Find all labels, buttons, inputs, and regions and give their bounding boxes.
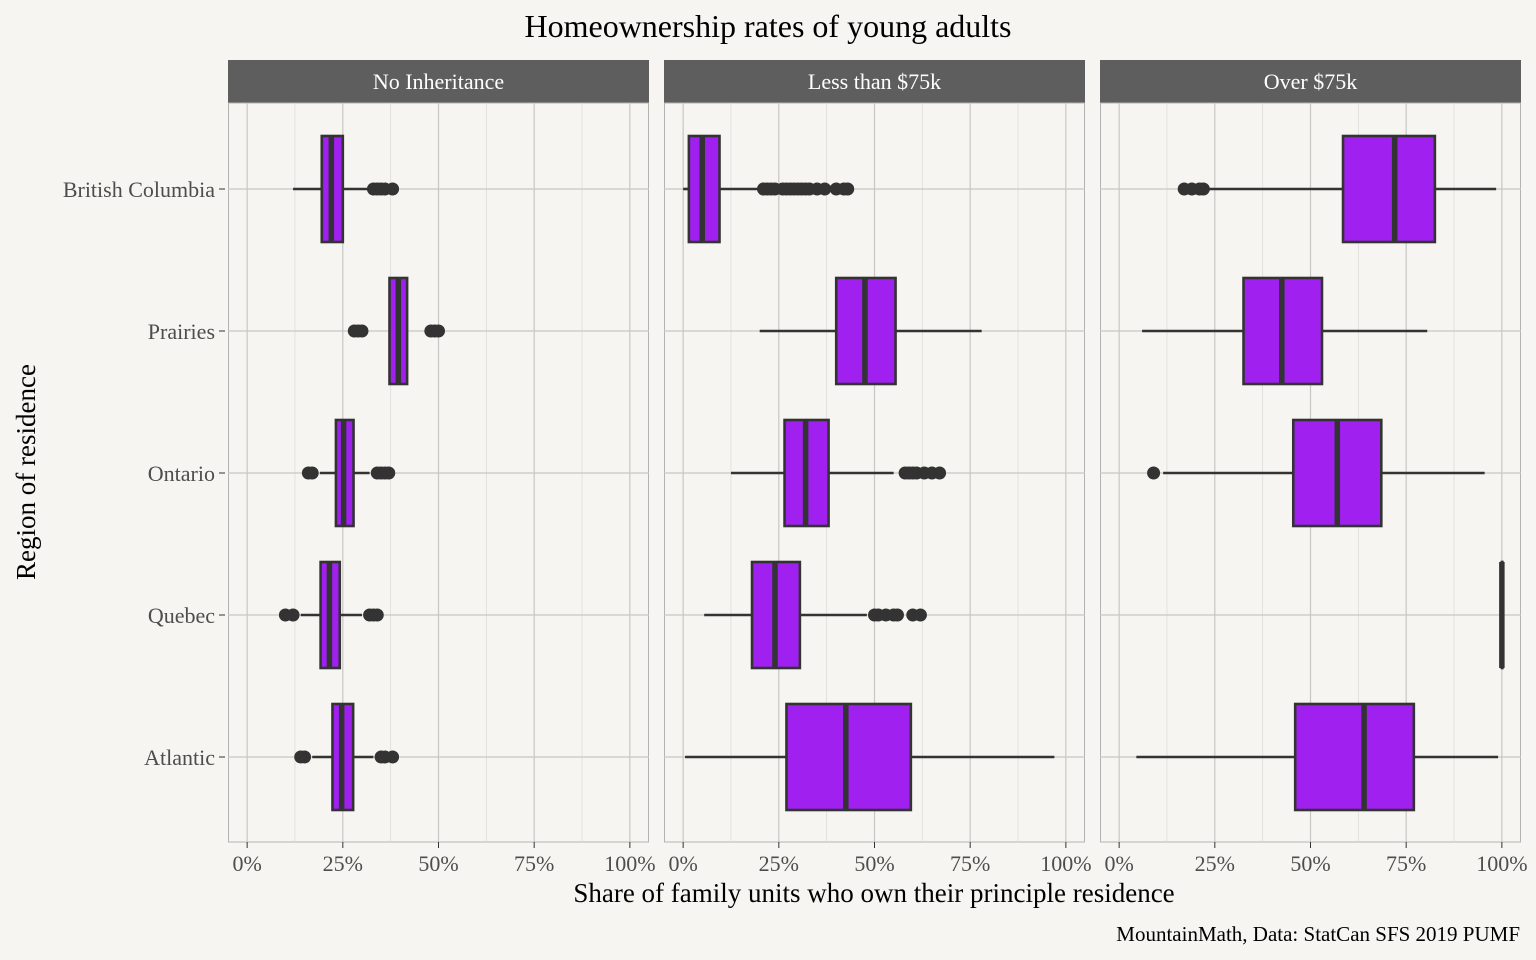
outlier-point [305, 466, 319, 480]
x-tick-label: 50% [418, 851, 458, 876]
outlier-point [286, 608, 300, 622]
outlier-point [432, 324, 445, 338]
y-tick-label: Ontario [148, 461, 215, 486]
box-atlantic [294, 702, 400, 812]
box-atlantic [685, 702, 1055, 812]
x-axis-label: Share of family units who own their prin… [573, 878, 1174, 908]
box-quebec [704, 560, 927, 670]
box-ontario [1147, 418, 1485, 528]
box-british-columbia [1177, 134, 1497, 244]
x-tick-label: 25% [323, 851, 363, 876]
y-tick-labels: British Columbia Prairies Ontario Quebec Atl… [63, 177, 225, 770]
chart-caption: MountainMath, Data: StatCan SFS 2019 PUM… [1116, 922, 1520, 946]
outlier-point [933, 466, 947, 480]
x-tick-label: 25% [759, 851, 799, 876]
box-british-columbia [683, 134, 855, 244]
outlier-point [386, 182, 400, 196]
x-tick-label: 75% [514, 851, 554, 876]
panel-header-label: Less than $75k [808, 69, 941, 94]
y-tick-label: Atlantic [144, 745, 215, 770]
y-tick-label: Prairies [148, 319, 215, 344]
box-quebec [278, 560, 384, 670]
x-tick-label: 50% [1290, 851, 1330, 876]
box-iqr [1341, 134, 1437, 244]
outlier-point [913, 608, 927, 622]
x-tick-label: 0% [232, 851, 261, 876]
panel-header-label: Over $75k [1264, 69, 1357, 94]
x-tick-label: 100% [604, 851, 655, 876]
x-tick-label: 25% [1195, 851, 1235, 876]
box-iqr [1293, 702, 1416, 812]
facet-panel: Less than $75k 0% 25% 50% 75% 100% [664, 60, 1092, 876]
outlier-point [386, 750, 400, 764]
outlier-point [890, 608, 904, 622]
box-quebec [1499, 560, 1505, 670]
box-prairies [347, 276, 445, 386]
chart-title: Homeownership rates of young adults [524, 8, 1011, 44]
outlier-point [1196, 182, 1210, 196]
outlier-point [382, 466, 396, 480]
y-tick-label: British Columbia [63, 177, 215, 202]
x-tick-label: 75% [1386, 851, 1426, 876]
x-tick-label: 100% [1476, 851, 1527, 876]
panel-header [664, 60, 1085, 103]
panel-header [1100, 60, 1521, 103]
box-ontario [301, 418, 396, 528]
x-tick-label: 100% [1040, 851, 1091, 876]
box-british-columbia [293, 134, 400, 244]
y-tick-label: Quebec [148, 603, 215, 628]
facet-panel: Over $75k 0% 25% 50% 75% 100% [1100, 60, 1528, 876]
box-ontario [730, 418, 947, 528]
box-iqr [785, 702, 913, 812]
panel-header [228, 60, 649, 103]
y-axis-label: Region of residence [11, 364, 41, 580]
facet-panel: No Inheritance 0% 25% 50% 75% 100% [228, 60, 656, 876]
outlier-point [818, 182, 832, 196]
outlier-point [370, 608, 384, 622]
x-tick-label: 50% [854, 851, 894, 876]
box-atlantic [1136, 702, 1499, 812]
outlier-point [1147, 466, 1161, 480]
outlier-point [841, 182, 855, 196]
outlier-point [355, 324, 369, 338]
x-tick-label: 0% [668, 851, 697, 876]
box-prairies [1142, 276, 1428, 386]
outlier-point [298, 750, 312, 764]
x-tick-label: 0% [1104, 851, 1133, 876]
box-prairies [759, 276, 982, 386]
x-tick-label: 75% [950, 851, 990, 876]
panel-header-label: No Inheritance [373, 69, 504, 94]
